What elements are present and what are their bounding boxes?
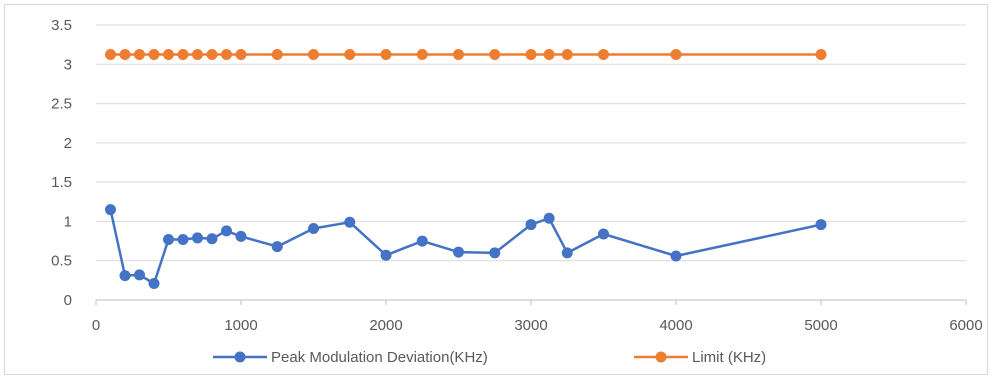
series-0-point xyxy=(670,250,682,262)
series-1-point xyxy=(192,48,203,60)
y-tick-label: 1 xyxy=(64,213,72,230)
series-1-point xyxy=(453,48,464,60)
series-0-point xyxy=(561,247,573,259)
series-0-point xyxy=(177,234,189,245)
series-1-point xyxy=(561,48,573,60)
x-tick-label: 5000 xyxy=(804,317,837,334)
legend-marker-0 xyxy=(234,351,246,363)
series-1-point xyxy=(489,48,501,60)
y-tick-label: 0 xyxy=(64,292,72,309)
y-tick-label: 3.5 xyxy=(51,17,72,34)
x-tick-label: 0 xyxy=(92,317,100,334)
series-1-point xyxy=(134,48,145,60)
series-0-point xyxy=(148,278,160,289)
series-0-point xyxy=(344,216,356,228)
series-0-point xyxy=(453,246,464,258)
series-1-point xyxy=(163,48,174,60)
x-tick-label: 3000 xyxy=(514,317,547,334)
y-tick-label: 2 xyxy=(64,135,72,152)
series-0-point xyxy=(206,233,218,245)
series-0-point xyxy=(271,241,283,253)
series-0-point xyxy=(543,212,555,224)
chart-area xyxy=(4,4,988,375)
y-axis-ticks: 0 0.5 1 1.5 2 2.5 3 3.5 xyxy=(51,17,72,309)
series-0-point xyxy=(192,232,203,244)
gridlines xyxy=(96,24,966,301)
series-1-point xyxy=(815,48,827,60)
series-0-point xyxy=(815,219,827,231)
series-1-point xyxy=(380,48,392,60)
legend: Peak Modulation Deviation(KHz) Limit (KHz… xyxy=(213,349,766,366)
series-0-point xyxy=(308,223,319,234)
x-tick-label: 1000 xyxy=(224,317,257,334)
series-0-point xyxy=(134,269,145,281)
series-1-point xyxy=(598,48,609,60)
series-0-point xyxy=(598,228,609,240)
series-1-point xyxy=(308,48,319,60)
series-1-point xyxy=(119,48,131,60)
series-1-point xyxy=(221,48,232,60)
series-layer xyxy=(105,48,827,289)
y-tick-label: 3 xyxy=(64,56,72,73)
series-0-point xyxy=(163,234,174,245)
series-0-point xyxy=(380,249,392,261)
series-0-point xyxy=(105,204,116,216)
x-tick-label: 6000 xyxy=(949,317,982,334)
legend-label-0: Peak Modulation Deviation(KHz) xyxy=(271,349,488,366)
series-1-point xyxy=(344,48,356,60)
series-0-point xyxy=(416,235,428,247)
series-1-point xyxy=(105,48,116,60)
series-0-point xyxy=(525,219,537,231)
series-line-0 xyxy=(109,209,822,285)
series-1-point xyxy=(525,48,537,60)
series-0-point xyxy=(221,225,232,237)
series-1-point xyxy=(177,48,189,60)
series-1-point xyxy=(206,48,218,60)
series-1-point xyxy=(543,48,555,60)
series-1-point xyxy=(271,48,283,60)
y-tick-label: 0.5 xyxy=(51,253,72,270)
legend-marker-1 xyxy=(655,351,667,363)
y-tick-label: 2.5 xyxy=(51,96,72,113)
x-tick-label: 2000 xyxy=(369,317,402,334)
series-1-point xyxy=(416,48,428,60)
x-axis-ticks: 0 1000 2000 3000 4000 5000 6000 xyxy=(92,300,983,334)
series-1-point xyxy=(235,48,247,60)
series-0-point xyxy=(119,270,131,282)
series-0-point xyxy=(235,230,247,242)
series-1-point xyxy=(670,48,682,60)
series-1-point xyxy=(148,48,160,60)
y-tick-label: 1.5 xyxy=(51,174,72,191)
series-0-point xyxy=(489,247,501,259)
x-tick-label: 4000 xyxy=(659,317,692,334)
legend-label-1: Limit (KHz) xyxy=(692,349,766,366)
